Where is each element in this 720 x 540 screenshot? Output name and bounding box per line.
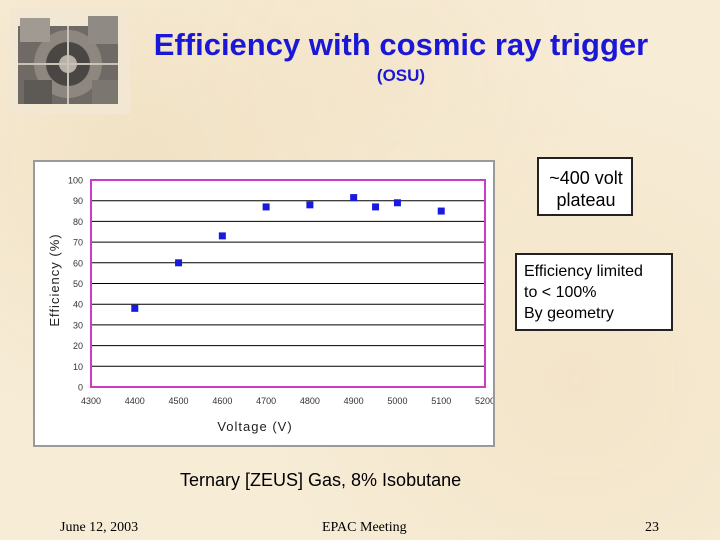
y-tick-label: 70 <box>73 238 83 248</box>
gas-caption: Ternary [ZEUS] Gas, 8% Isobutane <box>180 470 462 490</box>
x-tick-label: 4700 <box>256 396 276 406</box>
slide-title: Efficiency with cosmic ray trigger <box>153 27 649 62</box>
plateau-line-2: plateau <box>556 190 616 210</box>
plot-area-border <box>90 179 486 388</box>
y-tick-label: 20 <box>73 341 83 351</box>
y-tick-label: 40 <box>73 300 83 310</box>
y-axis-label: Efficiency (%) <box>47 233 62 326</box>
data-point <box>262 203 270 211</box>
data-point <box>306 201 314 209</box>
y-tick-labels: 0 10 20 30 40 50 60 70 80 90 100 <box>68 176 83 393</box>
slide-subtitle: (OSU) <box>376 66 426 85</box>
x-tick-label: 4900 <box>344 396 364 406</box>
geometry-line-1: Efficiency limited <box>524 263 643 280</box>
data-point <box>175 259 183 267</box>
data-points <box>131 194 445 312</box>
footer-page-number: 23 <box>645 520 659 535</box>
x-tick-label: 5100 <box>431 396 451 406</box>
y-tick-label: 60 <box>73 258 83 268</box>
footer-date: June 12, 2003 <box>60 520 139 535</box>
data-point <box>372 203 380 211</box>
geometry-line-2: to < 100% <box>524 284 597 301</box>
plateau-callout: ~400 volt plateau <box>537 157 633 216</box>
detector-photo <box>10 8 130 114</box>
x-tick-label: 4800 <box>300 396 320 406</box>
chart-panel: 0 10 20 30 40 50 60 70 80 90 100 4300 4400 4500 4600 4… <box>33 160 495 447</box>
y-tick-label: 50 <box>73 279 83 289</box>
y-tick-label: 100 <box>68 176 83 186</box>
x-tick-label: 4600 <box>212 396 232 406</box>
data-point <box>131 304 139 312</box>
geometry-callout: Efficiency limited to < 100% By geometry <box>515 253 673 331</box>
y-tick-label: 0 <box>78 383 83 393</box>
plateau-line-1: ~400 volt <box>549 168 623 188</box>
x-tick-label: 5000 <box>387 396 407 406</box>
data-point <box>393 199 401 207</box>
footer-meeting: EPAC Meeting <box>322 520 407 535</box>
data-point <box>437 207 445 215</box>
grid-lines <box>91 200 485 367</box>
x-tick-label: 4500 <box>169 396 189 406</box>
data-point <box>218 232 226 240</box>
x-tick-labels: 4300 4400 4500 4600 4700 4800 4900 5000 5100 5200 <box>81 396 495 406</box>
y-tick-label: 30 <box>73 320 83 330</box>
x-tick-label: 4300 <box>81 396 101 406</box>
y-tick-label: 90 <box>73 196 83 206</box>
x-axis-label: Voltage (V) <box>217 419 292 434</box>
y-tick-label: 10 <box>73 362 83 372</box>
x-tick-label: 4400 <box>125 396 145 406</box>
geometry-line-3: By geometry <box>524 305 614 322</box>
y-tick-label: 80 <box>73 217 83 227</box>
x-tick-label: 5200 <box>475 396 493 406</box>
data-point <box>350 194 358 202</box>
